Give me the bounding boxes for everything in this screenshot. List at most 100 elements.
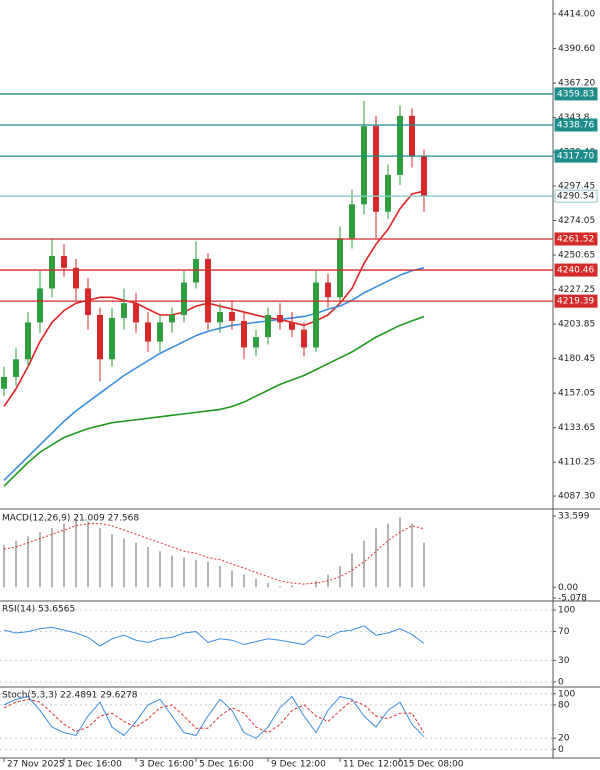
macd-bar [363, 540, 365, 588]
price-level-box [554, 263, 598, 277]
candle-body [301, 329, 307, 348]
indicator-line [3, 698, 425, 734]
candle-body [397, 115, 403, 175]
y-tick-label: 100 [558, 689, 575, 699]
price-level-box [554, 149, 598, 163]
y-tick-label: 4180.45 [558, 354, 595, 364]
candle-body [361, 126, 367, 205]
y-tick-label: 4250.65 [558, 251, 595, 261]
y-tick-label: 20 [558, 734, 570, 744]
macd-bar [159, 551, 161, 588]
candle-body [313, 282, 319, 348]
price-level-label: 4359.83 [557, 89, 594, 99]
y-tick-label: 70 [558, 627, 570, 637]
price-level-box [554, 232, 598, 246]
x-tick-label: 9 Dec 12:00 [271, 760, 326, 770]
indicator-title: Stoch(5,3,3) 22.4891 29.6278 [2, 691, 138, 701]
price-level-label: 4290.54 [557, 192, 594, 202]
macd-bar [375, 527, 377, 588]
candle-body [157, 322, 163, 342]
candle-body [409, 115, 415, 156]
macd-bar [243, 574, 245, 588]
candle-body [349, 204, 355, 239]
price-level-label: 4240.46 [557, 266, 594, 276]
candle-body [241, 320, 247, 348]
macd-bar [231, 570, 233, 588]
candle-body [337, 238, 343, 298]
price-level-box [554, 118, 598, 132]
y-tick-label: 4367.20 [558, 79, 595, 89]
candle-body [277, 315, 283, 323]
y-tick-label: -5.078 [558, 594, 587, 604]
macd-bar [387, 523, 389, 588]
price-level-label: 4338.76 [557, 121, 594, 131]
macd-bar [123, 538, 125, 588]
candle-body [169, 315, 175, 323]
x-tick-label: 15 Dec 08:00 [403, 760, 464, 770]
macd-bar [27, 536, 29, 588]
macd-bar [315, 580, 317, 588]
macd-bar [3, 544, 5, 588]
macd-bar [147, 546, 149, 588]
y-tick-label: 4157.05 [558, 389, 595, 399]
candle-body [37, 288, 43, 323]
macd-bar [183, 557, 185, 588]
candle-body [133, 303, 139, 323]
candle-body [289, 322, 295, 330]
candle-body [49, 255, 55, 289]
macd-bar [99, 527, 101, 588]
y-tick-label: 30 [558, 656, 570, 666]
y-tick-label: 33.599 [558, 512, 590, 522]
candle-body [217, 312, 223, 323]
y-tick-label: 4297.45 [558, 181, 595, 191]
y-tick-label: 4087.30 [558, 492, 595, 502]
candle-body [373, 126, 379, 212]
price-level-label: 4317.70 [557, 152, 594, 162]
macd-bar [279, 586, 281, 588]
candle-body [13, 359, 19, 377]
candle-body [325, 282, 331, 298]
macd-bar [255, 578, 257, 588]
price-level-box [554, 87, 598, 101]
macd-bar [267, 583, 269, 588]
y-tick-label: 4227.25 [558, 285, 595, 295]
y-tick-label: 4390.60 [558, 44, 595, 54]
x-tick-label: 27 Nov 2025 [7, 760, 65, 770]
moving-average [3, 190, 425, 407]
y-tick-label: 100 [558, 605, 575, 615]
macd-bar [339, 566, 341, 588]
price-level-box [554, 294, 598, 308]
x-tick-label: 3 Dec 16:00 [139, 760, 194, 770]
candle-body [421, 155, 427, 197]
candle-body [109, 317, 115, 360]
candle-body [385, 174, 391, 212]
macd-signal [3, 523, 425, 585]
y-tick-label: 4414.00 [558, 10, 595, 20]
price-level-label: 4219.39 [557, 297, 594, 307]
indicator-title: MACD(12,26,9) 21.009 27.568 [2, 514, 139, 524]
macd-bar [399, 517, 401, 588]
macd-bar [423, 542, 425, 588]
candle-body [205, 258, 211, 323]
candle-body [181, 282, 187, 316]
y-tick-label: 80 [558, 700, 570, 710]
macd-bar [51, 527, 53, 588]
macd-bar [15, 540, 17, 588]
macd-bar [39, 532, 41, 588]
candle-body [145, 322, 151, 342]
macd-bar [291, 585, 293, 588]
macd-bar [195, 559, 197, 588]
candle-body [73, 267, 79, 289]
macd-bar [171, 555, 173, 588]
indicator-line [3, 695, 425, 739]
price-level-label: 4261.52 [557, 234, 594, 244]
indicator-line [3, 625, 425, 647]
y-tick-label: 0 [558, 677, 564, 687]
candle-body [25, 322, 31, 360]
moving-average [3, 267, 425, 481]
y-tick-label: 4133.65 [558, 423, 595, 433]
macd-bar [63, 523, 65, 588]
indicator-title: RSI(14) 53.6565 [2, 605, 75, 615]
